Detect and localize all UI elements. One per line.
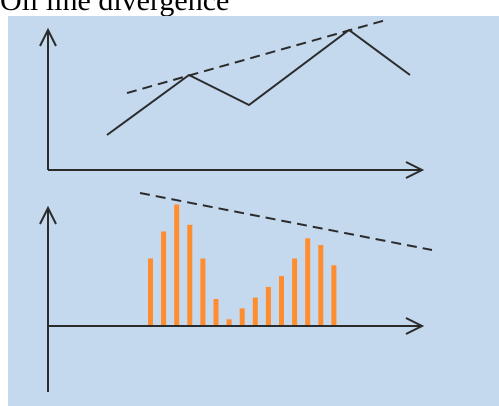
oscillator-bar	[252, 297, 258, 326]
oscillator-bar	[213, 299, 219, 326]
oscillator-bar	[279, 276, 284, 327]
oscillator-bar	[331, 265, 337, 327]
oscillator-bar	[200, 258, 206, 326]
price-trend-line	[126, 19, 387, 94]
oscillator-bar	[174, 204, 180, 326]
price-panel	[39, 19, 425, 179]
diagram-title: Oil line divergence	[0, 0, 499, 16]
oscillator-bar	[239, 308, 245, 326]
oscillator-bar	[226, 319, 232, 327]
oscillator-bar	[292, 258, 298, 326]
oscillator-x-axis	[48, 317, 425, 335]
oscillator-y-axis	[39, 205, 57, 392]
price-y-axis	[39, 27, 57, 170]
oscillator-bar	[187, 224, 193, 327]
oscillator-bar	[305, 238, 311, 327]
oscillator-panel	[39, 192, 433, 392]
oscillator-bars	[148, 204, 337, 327]
oscillator-bar	[161, 231, 167, 326]
oscillator-bar	[265, 286, 271, 326]
price-line	[106, 28, 411, 136]
panel-background	[8, 16, 499, 406]
oscillator-trend-line	[139, 192, 433, 251]
price-x-axis	[48, 161, 425, 179]
oscillator-bar	[148, 258, 153, 326]
oscillator-bar	[318, 245, 324, 326]
